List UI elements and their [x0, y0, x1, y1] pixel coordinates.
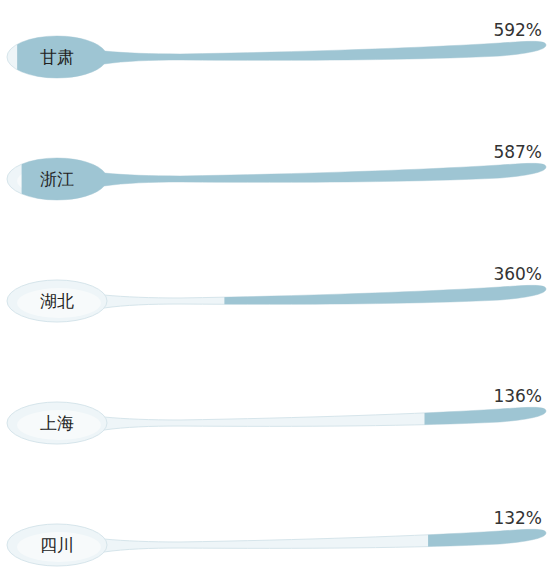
bar [425, 400, 546, 446]
bar [428, 522, 546, 568]
category-label: 浙江 [40, 169, 74, 189]
data-label: 132% [493, 508, 542, 528]
bar [17, 34, 546, 80]
spoon-bowl-inner [17, 532, 101, 562]
category-label: 上海 [40, 413, 74, 433]
category-label: 四川 [40, 535, 74, 555]
bar-group [22, 156, 546, 202]
bar [22, 156, 546, 202]
data-label: 136% [493, 386, 542, 406]
bar-group [428, 522, 546, 568]
spoon-bowl-inner [17, 288, 101, 318]
data-label: 592% [493, 20, 542, 40]
spoon-row: 四川 132% [7, 508, 546, 568]
spoon-bowl [7, 524, 107, 566]
spoon-row: 浙江 587% [7, 142, 546, 202]
spoon-bowl-inner [17, 410, 101, 440]
category-label: 湖北 [40, 291, 74, 311]
spoon-row: 湖北 360% [7, 264, 546, 324]
spoon-row: 甘肃 592% [7, 20, 546, 80]
category-label: 甘肃 [40, 47, 74, 67]
data-label: 587% [493, 142, 542, 162]
bar-group [224, 278, 546, 324]
chart: 甘肃 592% 浙江 587% 湖北 360% 上海 136% 四川 132% [0, 0, 552, 577]
spoon-row: 上海 136% [7, 386, 546, 446]
spoon-bowl [7, 402, 107, 444]
data-label: 360% [493, 264, 542, 284]
bar-group [425, 400, 546, 446]
bar [224, 278, 546, 324]
bar-group [17, 34, 546, 80]
spoon-bowl [7, 280, 107, 322]
